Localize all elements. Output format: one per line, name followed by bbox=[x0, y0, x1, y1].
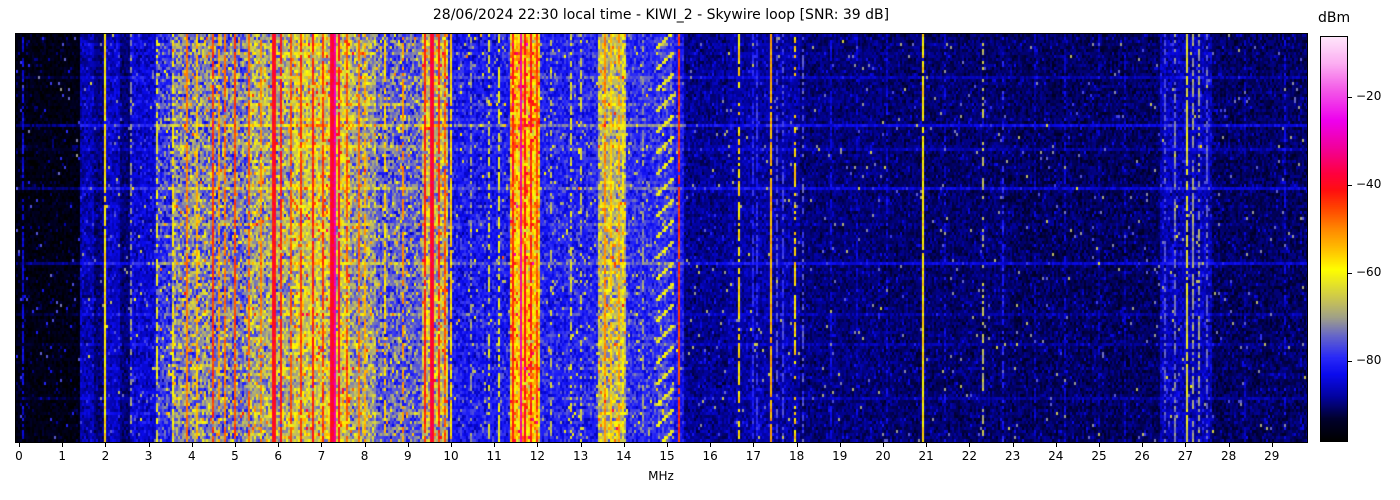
x-tick-label: 2 bbox=[101, 449, 110, 463]
x-tick-mark bbox=[278, 443, 280, 447]
x-tick-label: 23 bbox=[1004, 449, 1021, 463]
x-tick-mark bbox=[1185, 443, 1187, 447]
colorbar-tick-label: −40 bbox=[1356, 177, 1382, 192]
x-tick-label: 28 bbox=[1220, 449, 1237, 463]
x-tick-label: 6 bbox=[274, 449, 282, 463]
x-tick-mark bbox=[796, 443, 798, 447]
x-tick-mark bbox=[407, 443, 409, 447]
x-tick-label: 29 bbox=[1264, 449, 1280, 463]
colorbar-gradient-canvas bbox=[1321, 37, 1347, 441]
x-tick-label: 24 bbox=[1048, 449, 1064, 463]
x-tick-mark bbox=[235, 443, 236, 447]
colorbar-tick-mark bbox=[1348, 185, 1352, 187]
x-tick-label: 25 bbox=[1091, 449, 1107, 463]
x-tick-label: 4 bbox=[187, 449, 196, 463]
x-tick-label: 16 bbox=[702, 449, 718, 463]
x-tick-label: 0 bbox=[15, 449, 23, 463]
x-tick-mark bbox=[969, 443, 971, 447]
x-tick-label: 15 bbox=[659, 449, 675, 463]
colorbar-unit-label: dBm bbox=[1318, 10, 1351, 26]
colorbar-tick-mark bbox=[1348, 97, 1352, 99]
x-tick-mark bbox=[710, 443, 712, 447]
x-tick-mark bbox=[667, 443, 668, 447]
x-tick-label: 9 bbox=[403, 449, 412, 463]
x-tick-label: 10 bbox=[443, 449, 459, 463]
x-tick-label: 17 bbox=[745, 449, 762, 463]
x-tick-label: 27 bbox=[1177, 449, 1194, 463]
x-tick-mark bbox=[494, 443, 496, 447]
x-tick-label: 8 bbox=[360, 449, 369, 463]
x-tick-label: 12 bbox=[529, 449, 546, 463]
x-tick-mark bbox=[580, 443, 582, 447]
x-tick-label: 26 bbox=[1134, 449, 1150, 463]
x-tick-mark bbox=[1228, 443, 1230, 447]
chart-title: 28/06/2024 22:30 local time - KIWI_2 - S… bbox=[432, 7, 890, 23]
x-tick-label: 20 bbox=[875, 449, 891, 463]
x-tick-mark bbox=[105, 443, 107, 447]
x-tick-mark bbox=[537, 443, 539, 447]
x-tick-label: 18 bbox=[788, 449, 805, 463]
x-tick-mark bbox=[1271, 443, 1273, 447]
x-tick-mark bbox=[19, 443, 20, 447]
colorbar-tick-label: −80 bbox=[1356, 352, 1382, 367]
x-tick-mark bbox=[364, 443, 366, 447]
x-tick-mark bbox=[926, 443, 928, 447]
x-tick-mark bbox=[753, 443, 755, 447]
x-tick-label: 3 bbox=[144, 449, 153, 463]
x-tick-label: 22 bbox=[961, 449, 978, 463]
colorbar-tick-mark bbox=[1348, 360, 1352, 362]
x-tick-mark bbox=[191, 443, 193, 447]
colorbar bbox=[1320, 36, 1348, 442]
x-tick-label: 21 bbox=[918, 449, 934, 463]
x-tick-label: 11 bbox=[486, 449, 502, 463]
x-tick-mark bbox=[883, 443, 884, 447]
spectrogram-canvas bbox=[16, 34, 1307, 442]
x-tick-label: 13 bbox=[572, 449, 589, 463]
x-axis-label: MHz bbox=[648, 469, 674, 483]
x-tick-mark bbox=[62, 443, 64, 447]
x-tick-label: 5 bbox=[231, 449, 239, 463]
x-tick-label: 7 bbox=[317, 449, 326, 463]
colorbar-tick-label: −20 bbox=[1356, 89, 1382, 104]
x-tick-mark bbox=[1142, 443, 1144, 447]
x-tick-label: 19 bbox=[832, 449, 848, 463]
x-tick-mark bbox=[1012, 443, 1014, 447]
x-tick-mark bbox=[148, 443, 150, 447]
x-tick-mark bbox=[1055, 443, 1057, 447]
colorbar-tick-label: −60 bbox=[1356, 265, 1382, 280]
colorbar-tick-mark bbox=[1348, 273, 1352, 275]
x-tick-mark bbox=[839, 443, 841, 447]
x-tick-mark bbox=[321, 443, 323, 447]
x-tick-mark bbox=[451, 443, 452, 447]
x-tick-label: 14 bbox=[616, 449, 632, 463]
x-tick-mark bbox=[1099, 443, 1100, 447]
x-tick-label: 1 bbox=[58, 449, 66, 463]
x-tick-mark bbox=[623, 443, 625, 447]
waterfall-plot-area bbox=[15, 33, 1308, 443]
